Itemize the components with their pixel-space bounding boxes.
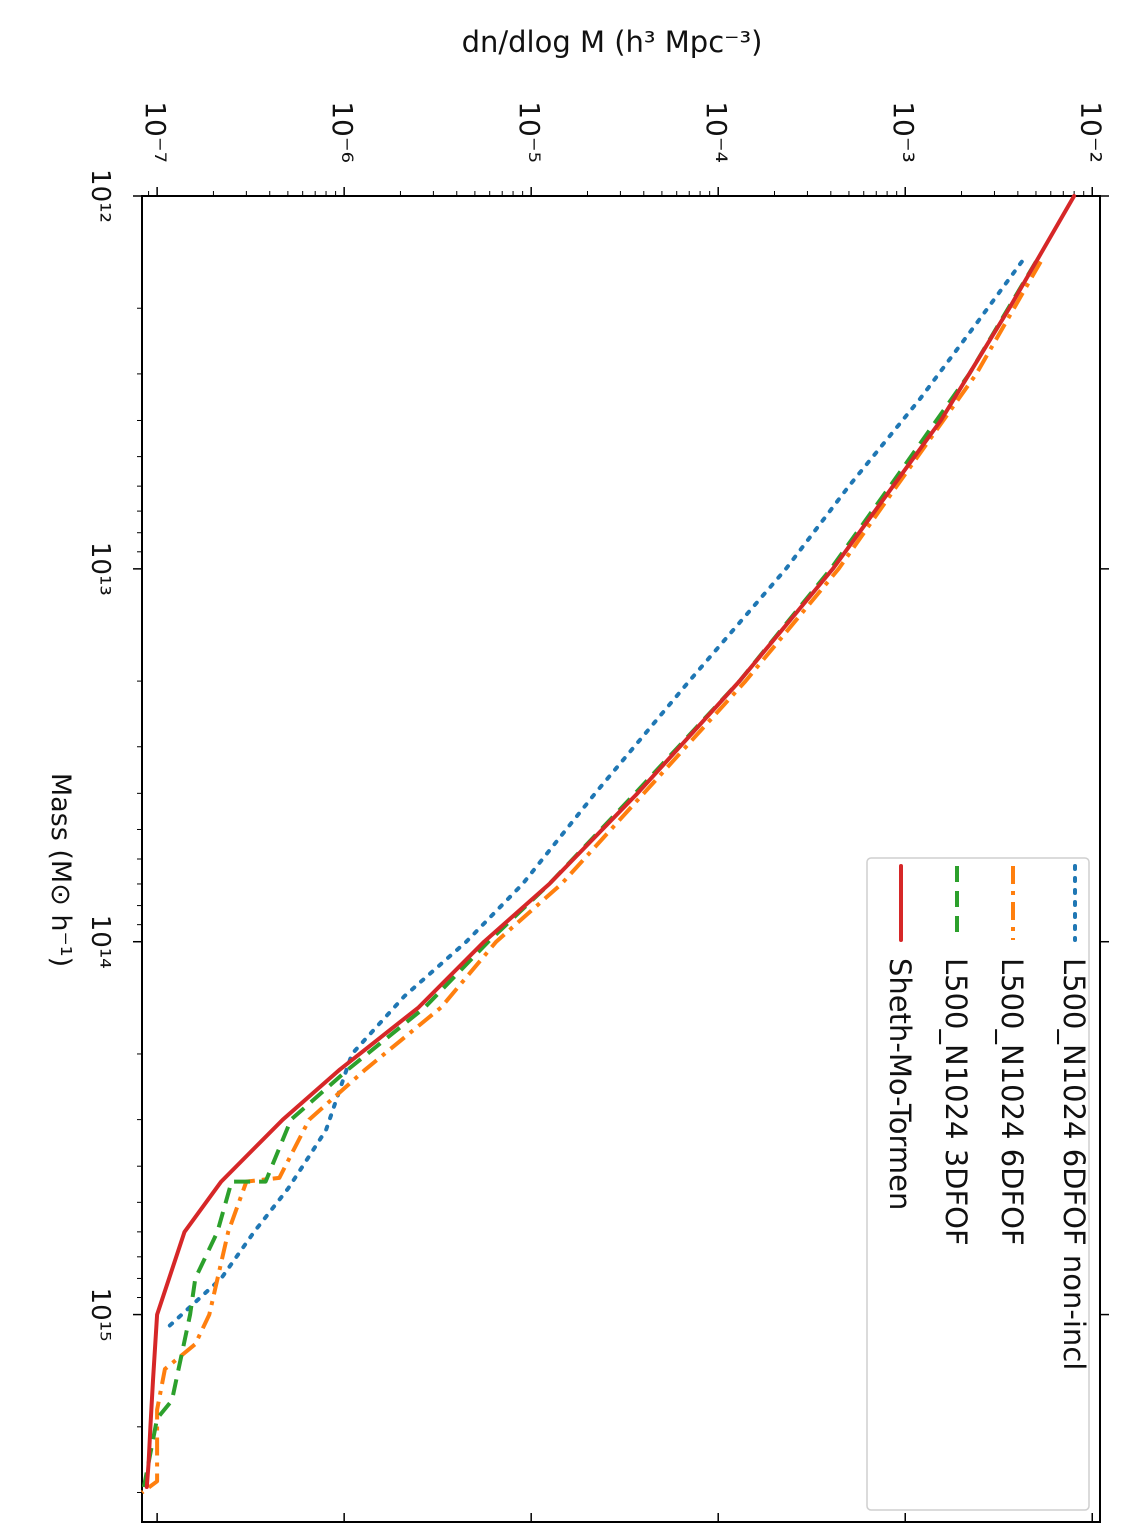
x-axis-ticks: 10¹² 10¹³ 10¹⁴ 10¹⁵ (85, 169, 1109, 1493)
series-layer (140, 194, 1077, 1495)
legend-label-1: L500_N1024 6DFOF non-incl (1057, 958, 1091, 1370)
legend-box (866, 857, 1090, 1511)
x-tick-label: 10¹² (85, 169, 115, 223)
y-tick-label: 10⁻³ (887, 101, 920, 163)
y-tick-label: 10⁻⁴ (700, 101, 733, 163)
x-tick-label: 10¹⁴ (85, 915, 115, 969)
legend-label-4: Sheth-Mo-Tormen (883, 958, 917, 1210)
y-tick-label: 10⁻⁷ (139, 101, 172, 163)
series-line-1 (162, 259, 1024, 1332)
y-tick-label: 10⁻⁵ (513, 101, 546, 163)
legend: L500_N1024 6DFOF non-incl L500_N1024 6DFO… (866, 857, 1091, 1511)
x-tick-label: 10¹⁵ (85, 1288, 115, 1342)
y-axis-title: dn/dlog M (h³ Mpc⁻³) (462, 25, 763, 59)
legend-label-2: L500_N1024 6DFOF (995, 958, 1029, 1246)
x-tick-label: 10¹³ (85, 542, 115, 596)
series-line-4 (144, 194, 1077, 1489)
legend-label-3: L500_N1024 3DFOF (939, 958, 973, 1246)
y-tick-label: 10⁻² (1074, 101, 1107, 163)
x-axis-title: Mass (M⊙ h⁻¹) (45, 773, 76, 967)
y-tick-label: 10⁻⁶ (326, 101, 359, 163)
y-axis-ticks: 10⁻⁷ 10⁻⁶ 10⁻⁵ 10⁻⁴ 10⁻³ 10⁻² (139, 101, 1107, 1522)
series-line-3 (141, 260, 1038, 1488)
series-line-2 (140, 260, 1043, 1495)
